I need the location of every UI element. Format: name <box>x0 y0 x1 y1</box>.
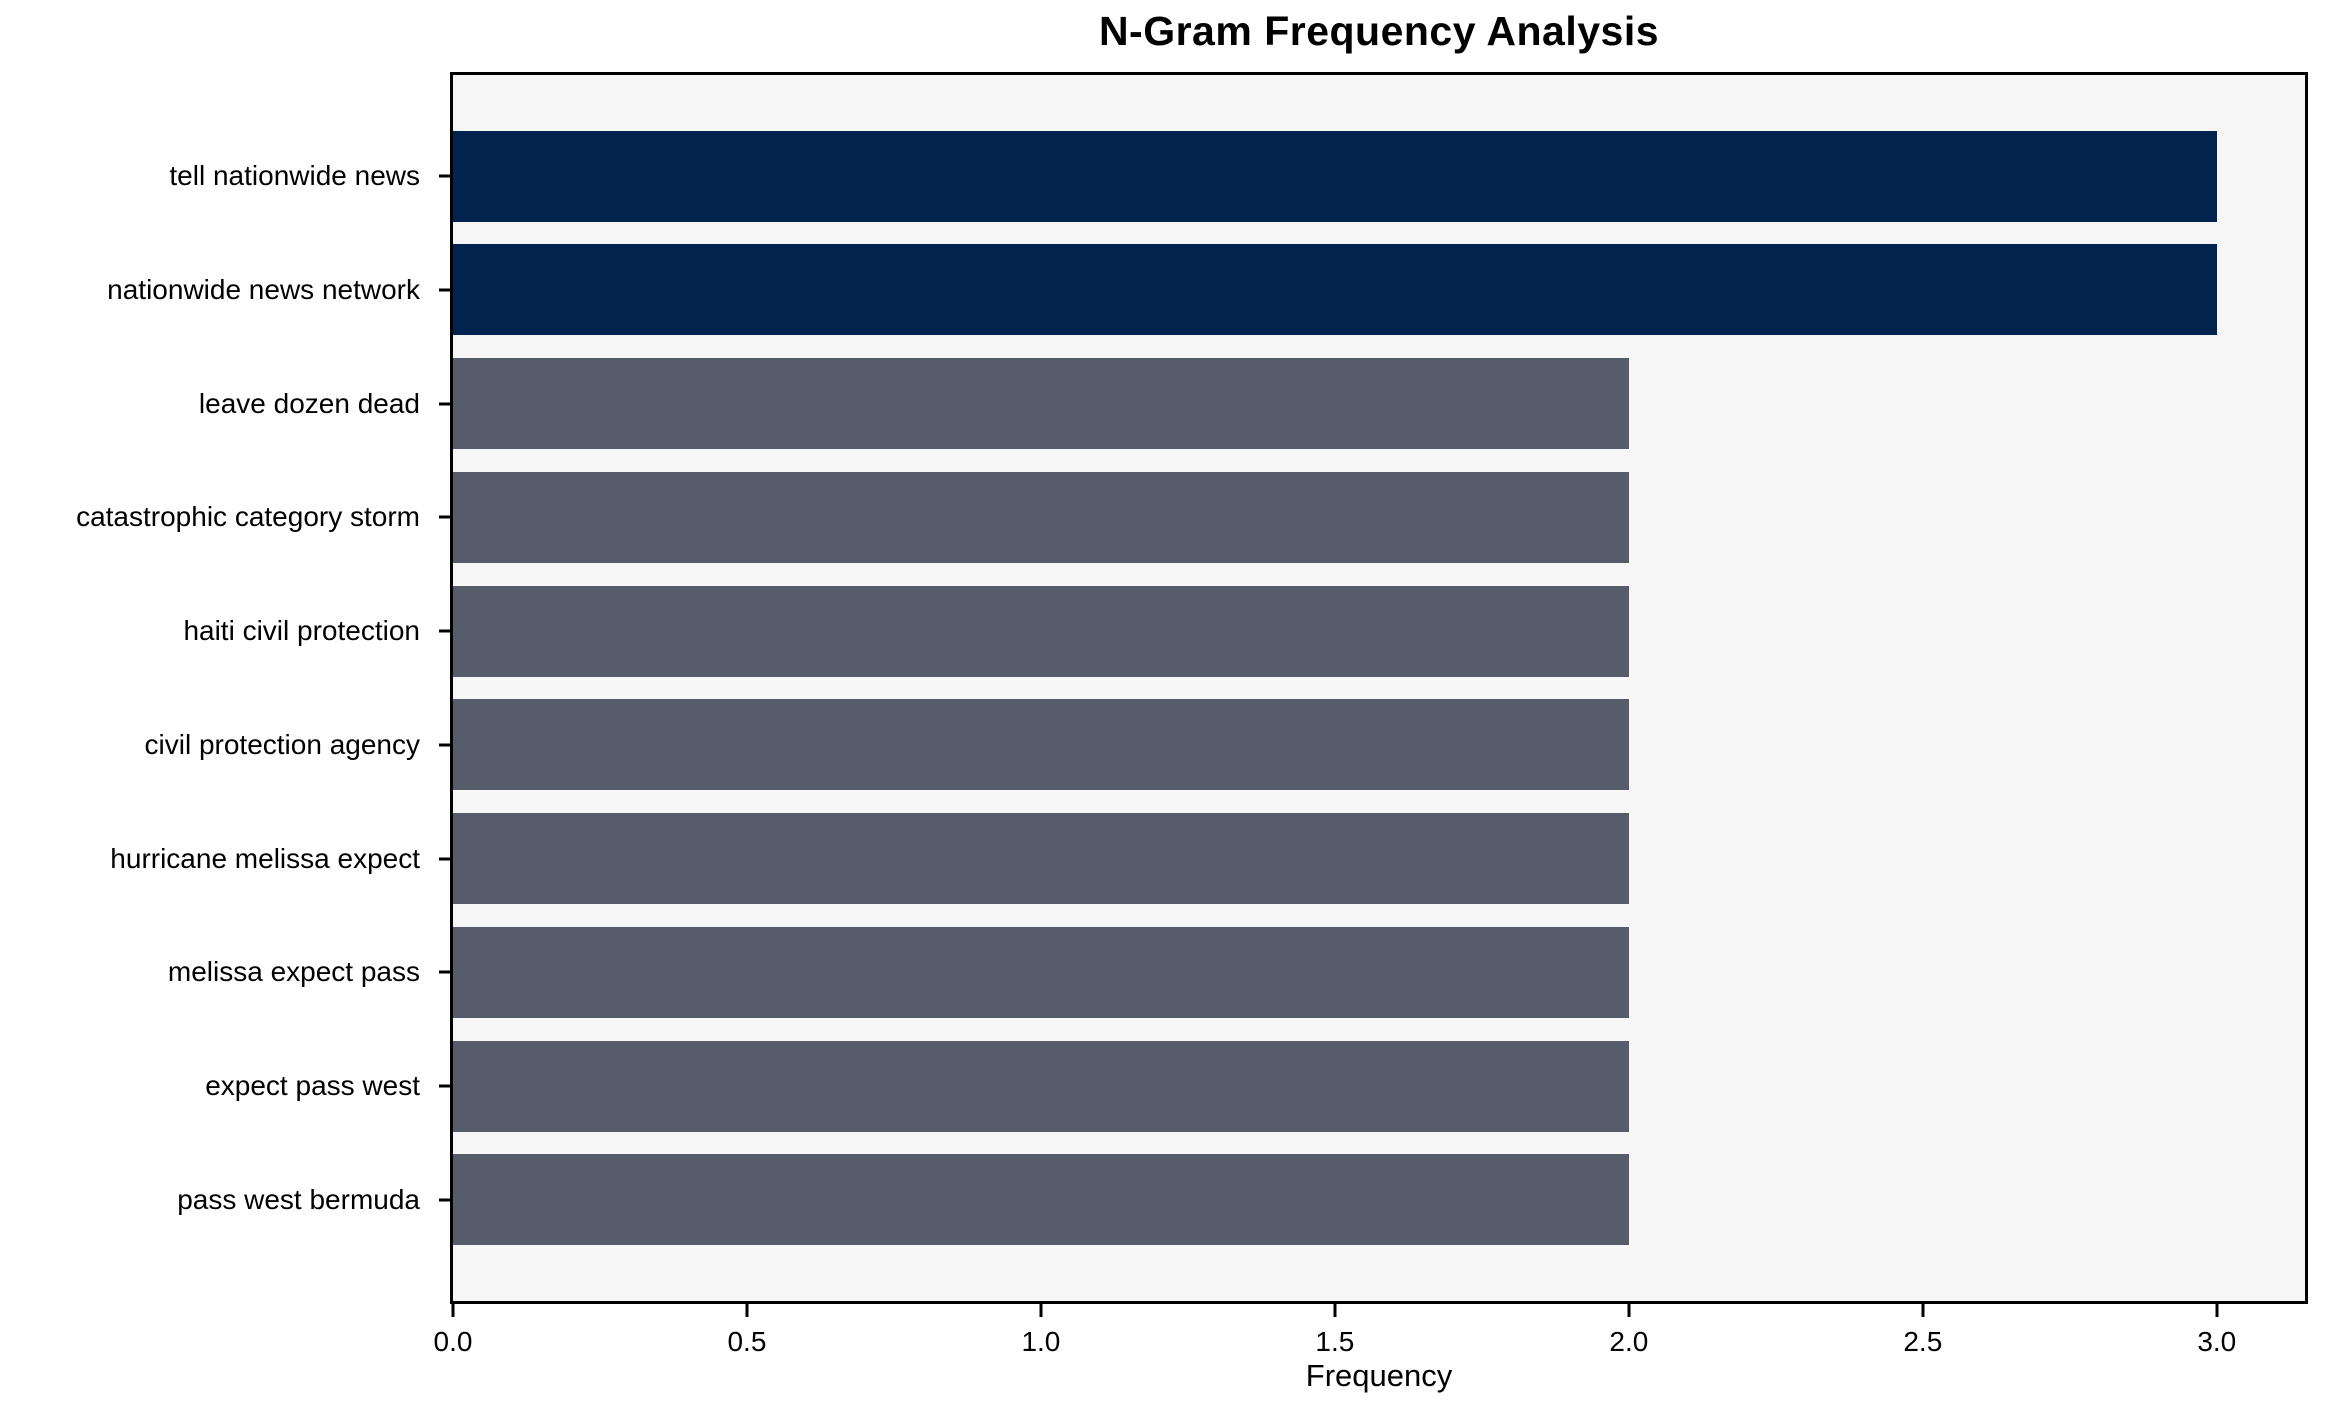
bar-tell-nationwide-news <box>453 130 2217 222</box>
bars-container <box>453 75 2305 1301</box>
x-tick-label: 3.0 <box>2197 1326 2237 1357</box>
x-tick-mark <box>1627 1304 1631 1317</box>
y-tick-mark <box>439 515 450 519</box>
x-tick-mark <box>745 1304 749 1317</box>
x-tick-mark <box>451 1304 455 1317</box>
x-axis-label: Frequency <box>1305 1358 1453 1393</box>
bar-catastrophic-category-storm <box>453 471 1629 563</box>
bar-expect-pass-west <box>453 1040 1629 1132</box>
y-tick-mark <box>439 1198 450 1202</box>
x-tick-mark <box>1921 1304 1925 1317</box>
y-tick-label: civil protection agency <box>144 728 420 760</box>
chart-title: N-Gram Frequency Analysis <box>1098 8 1660 54</box>
x-tick-label: 0.5 <box>727 1326 767 1357</box>
bar-pass-west-bermuda <box>453 1154 1629 1246</box>
y-tick-label: expect pass west <box>205 1070 420 1102</box>
x-tick-label: 1.0 <box>1021 1326 1061 1357</box>
y-axis: tell nationwide news nationwide news netw… <box>0 75 450 1301</box>
y-tick-label: leave dozen dead <box>198 387 420 419</box>
bar-civil-protection-agency <box>453 699 1629 791</box>
y-tick-label: nationwide news network <box>107 273 420 305</box>
y-tick-label: hurricane melissa expect <box>110 842 420 874</box>
x-tick-label: 0.0 <box>433 1326 473 1357</box>
x-axis: 0.0 0.5 1.0 1.5 2.0 2.5 3.0 <box>434 1304 2305 1414</box>
x-tick-label: 2.5 <box>1903 1326 1943 1357</box>
y-tick-mark <box>439 857 450 861</box>
y-tick-label: haiti civil protection <box>183 615 420 647</box>
plot-area <box>450 72 2308 1304</box>
y-tick-mark <box>439 743 450 747</box>
bar-leave-dozen-dead <box>453 358 1629 450</box>
y-tick-mark <box>439 1084 450 1088</box>
x-tick-mark <box>1333 1304 1337 1317</box>
bar-haiti-civil-protection <box>453 585 1629 677</box>
y-tick-label: tell nationwide news <box>169 160 420 192</box>
x-tick-mark <box>2215 1304 2219 1317</box>
bar-melissa-expect-pass <box>453 926 1629 1018</box>
bar-hurricane-melissa-expect <box>453 813 1629 905</box>
y-tick-mark <box>439 174 450 178</box>
x-tick-mark <box>1039 1304 1043 1317</box>
y-tick-mark <box>439 288 450 292</box>
y-tick-label: catastrophic category storm <box>76 501 420 533</box>
x-tick-label: 1.5 <box>1315 1326 1355 1357</box>
y-tick-mark <box>439 402 450 406</box>
x-tick-label: 2.0 <box>1609 1326 1649 1357</box>
y-tick-mark <box>439 970 450 974</box>
bar-nationwide-news-network <box>453 244 2217 336</box>
y-tick-mark <box>439 629 450 633</box>
y-tick-label: pass west bermuda <box>177 1183 420 1215</box>
y-tick-label: melissa expect pass <box>167 956 420 988</box>
